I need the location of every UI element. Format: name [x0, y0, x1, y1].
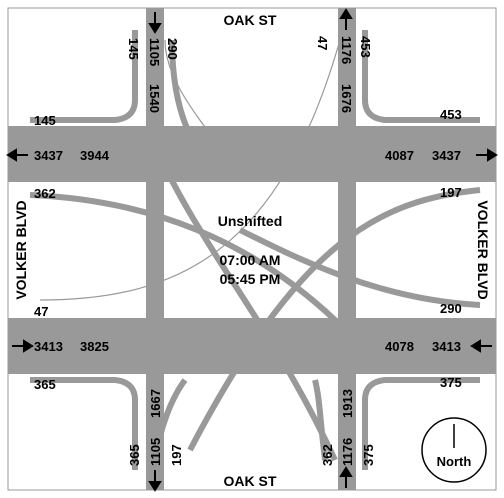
volume-label: 197	[169, 444, 184, 466]
center-label: Unshifted	[218, 213, 283, 229]
compass: North	[421, 417, 487, 483]
arrow-east-icon	[487, 148, 498, 162]
volume-label: 3825	[80, 339, 109, 354]
corner-curbs	[30, 30, 480, 470]
street-east: VOLKER BLVD	[475, 200, 491, 299]
street-west: VOLKER BLVD	[13, 200, 29, 299]
arrow-west-icon	[6, 148, 17, 162]
volume-label: 1176	[340, 438, 355, 466]
arrow-east-icon	[23, 339, 34, 353]
volume-label: 1540	[147, 84, 162, 113]
volume-label: 375	[361, 444, 376, 466]
volume-label: 1176	[339, 36, 354, 64]
volume-label: 145	[34, 113, 56, 128]
road-east-vertical	[338, 8, 356, 490]
arrow-west-icon	[470, 339, 481, 353]
frame	[7, 7, 497, 491]
volume-label: 47	[315, 36, 330, 50]
volume-label: 3413	[34, 339, 63, 354]
volume-label: 453	[358, 36, 373, 58]
arrow-north-icon	[339, 466, 353, 477]
arrows	[6, 8, 498, 492]
volume-label: 197	[440, 185, 462, 200]
volume-label: 1676	[339, 84, 354, 113]
volume-label: 362	[320, 444, 335, 466]
road-bottom	[8, 318, 496, 374]
volume-label: 362	[34, 186, 56, 201]
arrow-south-icon	[148, 481, 162, 492]
thin-curve-west	[39, 39, 341, 301]
volume-label: 3437	[432, 148, 461, 163]
street-south: OAK ST	[224, 473, 277, 489]
volume-label: 4087	[385, 148, 414, 163]
arrow-north-icon	[339, 8, 353, 19]
time-am: 07:00 AM	[220, 252, 281, 268]
volume-label: 1105	[147, 38, 162, 66]
volume-label: 365	[127, 444, 142, 466]
volume-label: 3413	[432, 339, 461, 354]
volume-label: 3944	[80, 148, 110, 163]
volume-label: 290	[165, 38, 180, 60]
road-west-vertical	[146, 8, 164, 490]
volume-label: 375	[440, 375, 462, 390]
volume-label: 145	[126, 38, 141, 60]
volume-label: 1105	[148, 438, 163, 466]
volume-label: 4078	[385, 339, 414, 354]
time-pm: 05:45 PM	[220, 271, 281, 287]
volume-label: 1667	[148, 389, 163, 418]
road-top	[8, 126, 496, 182]
volume-label: 290	[440, 301, 462, 316]
compass-circle-icon	[421, 417, 487, 483]
compass-label: North	[437, 454, 472, 469]
volume-label: 365	[34, 377, 56, 392]
volume-label: 453	[440, 107, 462, 122]
street-north: OAK ST	[224, 12, 277, 28]
arrow-south-icon	[148, 23, 162, 34]
volume-label: 3437	[34, 148, 63, 163]
volume-label: 47	[34, 304, 48, 319]
volume-label: 1913	[340, 389, 355, 418]
